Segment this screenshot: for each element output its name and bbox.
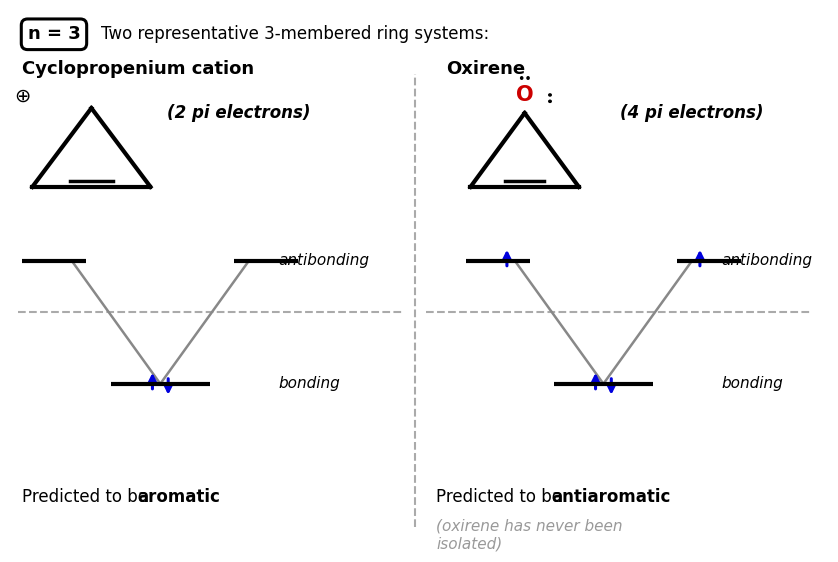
Text: Two representative 3-membered ring systems:: Two representative 3-membered ring syste… bbox=[101, 25, 489, 43]
Text: O: O bbox=[516, 85, 534, 105]
Text: antibonding: antibonding bbox=[278, 253, 370, 268]
Text: ••: •• bbox=[517, 73, 532, 86]
Text: antiaromatic: antiaromatic bbox=[551, 488, 670, 506]
Text: Cyclopropenium cation: Cyclopropenium cation bbox=[23, 60, 255, 78]
Text: ••: •• bbox=[545, 88, 557, 103]
Text: Predicted to be: Predicted to be bbox=[23, 488, 153, 506]
Text: (2 pi electrons): (2 pi electrons) bbox=[168, 104, 311, 122]
Text: Predicted to be: Predicted to be bbox=[436, 488, 567, 506]
Text: (oxirene has never been
isolated): (oxirene has never been isolated) bbox=[436, 519, 623, 551]
Text: Oxirene: Oxirene bbox=[446, 60, 525, 78]
Text: aromatic: aromatic bbox=[137, 488, 220, 506]
Text: bonding: bonding bbox=[722, 377, 784, 391]
Text: ⊕: ⊕ bbox=[14, 87, 31, 106]
Text: (4 pi electrons): (4 pi electrons) bbox=[620, 104, 763, 122]
Text: bonding: bonding bbox=[278, 377, 340, 391]
Text: n = 3: n = 3 bbox=[28, 25, 80, 43]
Text: antibonding: antibonding bbox=[722, 253, 813, 268]
